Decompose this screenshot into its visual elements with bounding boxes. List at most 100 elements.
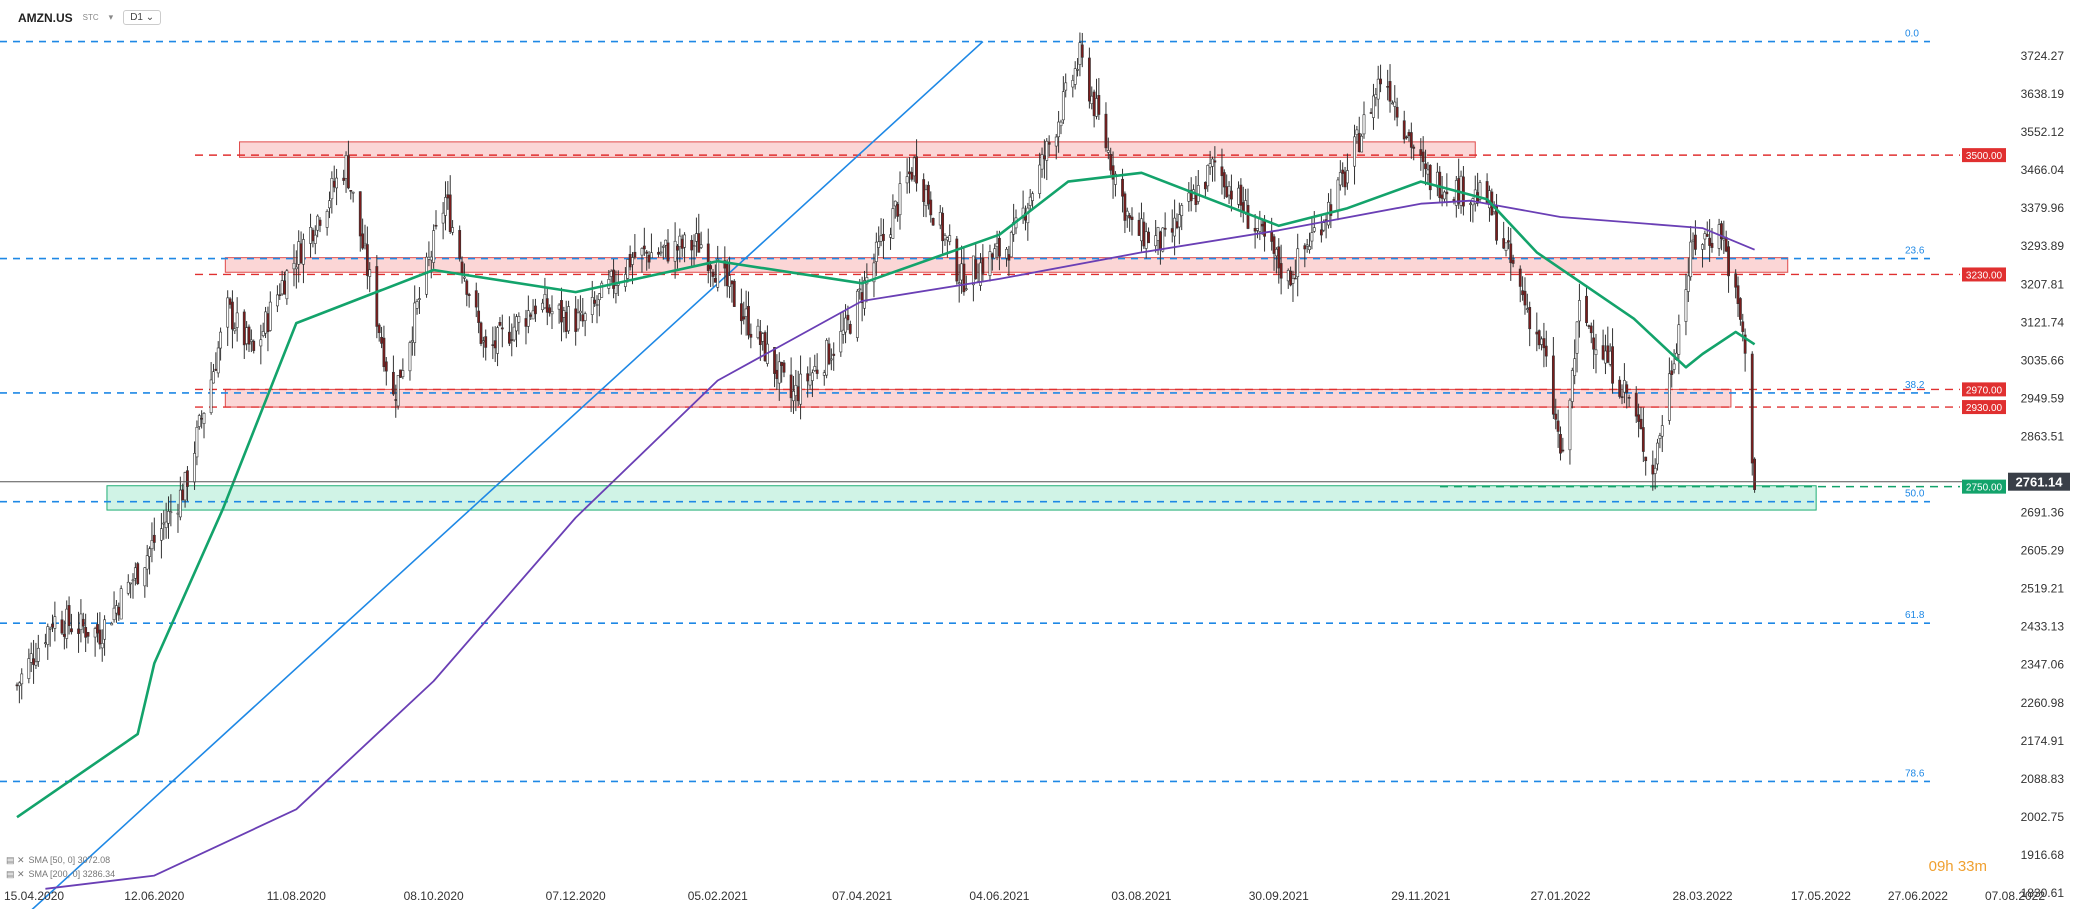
x-tick-label: 05.02.2021 [688, 889, 748, 903]
candle-body [1395, 106, 1399, 118]
y-tick-label: 2691.36 [2021, 506, 2065, 520]
candle-body [65, 608, 69, 639]
candle-body [264, 311, 267, 334]
candle-body [1163, 227, 1167, 230]
legend-row-sma200[interactable]: ▤ ✕ SMA [200, 0] 3286.34 [6, 867, 115, 881]
chevron-down-icon[interactable]: ▾ [108, 12, 114, 22]
candle-body [628, 254, 632, 268]
candle-body [898, 183, 902, 216]
candle-body [15, 684, 19, 687]
candle-body [1651, 464, 1655, 475]
candle-body [858, 288, 862, 291]
candle-body [526, 310, 530, 327]
symbol-label[interactable]: AMZN.US [18, 10, 73, 25]
candle-body [557, 304, 561, 310]
candle-body [479, 322, 483, 344]
candle-body [186, 470, 189, 487]
legend-row-sma50[interactable]: ▤ ✕ SMA [50, 0] 3072.08 [6, 853, 115, 867]
candle-body [197, 415, 201, 427]
y-tick-label: 1916.68 [2021, 848, 2065, 862]
level-badge-0 [1962, 148, 2006, 163]
candle-body [1128, 215, 1132, 219]
candle-body [1161, 227, 1165, 252]
candle-body [1391, 102, 1394, 105]
candle-body [815, 369, 819, 374]
candle-body [844, 317, 847, 333]
candle-body [882, 233, 885, 241]
candle-body [931, 218, 935, 226]
eye-icon[interactable]: ▤ ✕ [6, 869, 25, 879]
candle-body [1388, 81, 1392, 102]
fib-label-2: 38.2 [1905, 380, 1925, 391]
candle-body [863, 280, 866, 309]
y-tick-label: 1830.61 [2021, 886, 2065, 900]
x-tick-label: 29.11.2021 [1391, 889, 1450, 903]
candle-body [560, 300, 563, 323]
candle-body [780, 361, 784, 366]
candle-body [507, 331, 511, 344]
y-tick-label: 3724.27 [2021, 49, 2065, 63]
candle-body [152, 534, 156, 543]
candle-body [1140, 218, 1143, 242]
y-tick-label: 3552.12 [2021, 125, 2065, 139]
candle-body [1121, 178, 1124, 197]
candle-body [1369, 112, 1373, 114]
candle-body [1310, 232, 1314, 242]
candle-body [1554, 413, 1558, 420]
candle-body [460, 261, 464, 275]
x-tick-label: 30.09.2021 [1249, 889, 1309, 903]
candle-body [1175, 221, 1179, 229]
candle-body [979, 262, 982, 286]
candle-body [1402, 120, 1406, 140]
candle-body [927, 184, 930, 205]
candle-body [515, 316, 518, 332]
candle-body [846, 314, 850, 321]
candle-body [62, 633, 66, 637]
candle-body [1374, 94, 1378, 98]
candle-body [1336, 179, 1340, 212]
candle-body [1544, 345, 1548, 357]
candle-body [1738, 298, 1742, 320]
candle-body [119, 588, 123, 620]
y-tick-label: 3035.66 [2021, 353, 2065, 367]
candle-body [51, 623, 54, 628]
candle-body [1618, 379, 1622, 397]
candle-body [590, 297, 594, 315]
y-tick-label: 3207.81 [2021, 277, 2065, 291]
candle-body [1256, 228, 1259, 231]
candle-body [48, 627, 52, 630]
candle-body [283, 280, 286, 295]
candle-body [328, 200, 331, 209]
candle-body [384, 361, 388, 372]
candle-body [178, 489, 182, 518]
candle-body [446, 194, 450, 199]
level-badge-text-4: 2750.00 [1966, 483, 2003, 494]
candle-body [761, 333, 765, 342]
candle-body [827, 343, 831, 365]
candle-body [1691, 239, 1695, 242]
candle-body [294, 266, 298, 270]
candle-body [245, 327, 249, 344]
candle-body [1338, 172, 1342, 186]
eye-icon[interactable]: ▤ ✕ [6, 855, 25, 865]
candle-body [115, 605, 118, 614]
candle-body [1585, 295, 1588, 324]
candle-body [775, 369, 779, 380]
candle-body [150, 540, 154, 550]
candle-body [1270, 231, 1274, 242]
candle-body [70, 628, 73, 633]
candle-body [444, 197, 447, 216]
candle-body [292, 262, 296, 270]
candle-body [1575, 321, 1579, 354]
candle-body [543, 294, 547, 309]
candle-body [498, 321, 502, 326]
candle-body [813, 366, 817, 371]
candle-body [1741, 321, 1745, 332]
candle-body [375, 266, 379, 327]
candle-body [512, 326, 516, 341]
candle-body [231, 301, 234, 330]
timeframe-select[interactable]: D1 ⌄ [123, 10, 162, 25]
candle-body [394, 399, 398, 401]
